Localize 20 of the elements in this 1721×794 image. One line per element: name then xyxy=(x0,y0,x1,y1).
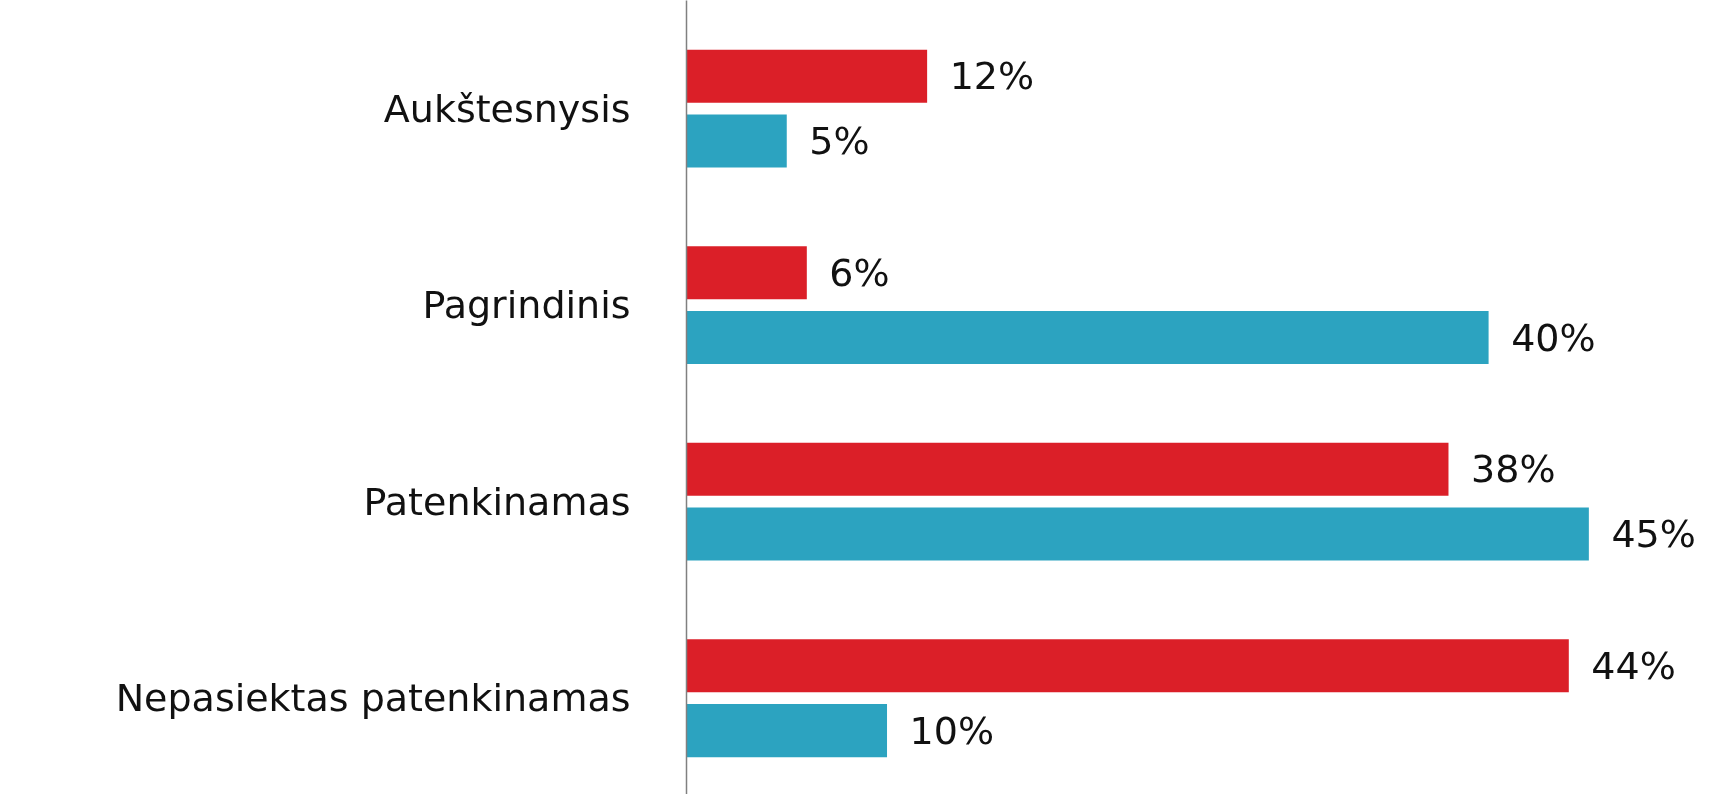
data-label: 10% xyxy=(909,708,995,753)
data-label: 5% xyxy=(809,119,870,164)
data-label: 40% xyxy=(1511,315,1596,360)
bar xyxy=(686,114,787,168)
y-tick-label: Aukštesnysis xyxy=(383,86,631,131)
y-tick-label: Nepasiektas patenkinamas xyxy=(115,676,631,721)
data-label: 45% xyxy=(1611,512,1696,557)
bar xyxy=(686,507,1589,561)
data-label: 38% xyxy=(1471,447,1556,492)
bar xyxy=(686,704,888,758)
data-label: 44% xyxy=(1591,643,1676,688)
y-tick-label: Pagrindinis xyxy=(422,283,631,328)
bar xyxy=(686,246,807,300)
bar xyxy=(686,442,1449,496)
bar xyxy=(686,49,928,103)
y-tick-label: Patenkinamas xyxy=(363,479,631,524)
bar xyxy=(686,639,1569,693)
data-label: 12% xyxy=(949,54,1035,99)
data-label: 6% xyxy=(829,250,890,295)
bar xyxy=(686,311,1489,365)
